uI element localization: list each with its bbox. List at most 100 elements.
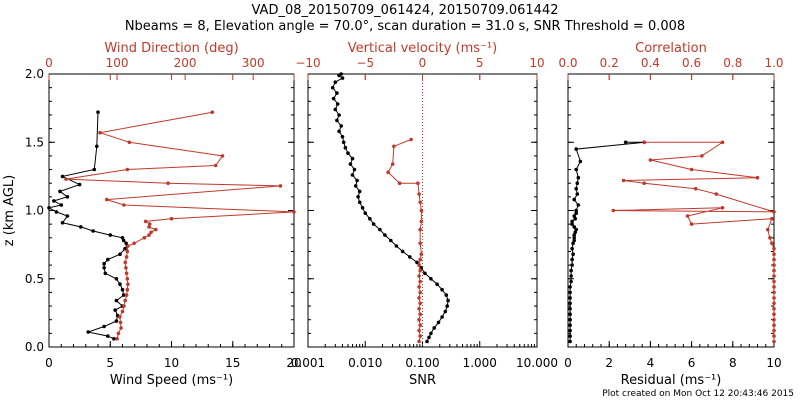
series-line-residual <box>569 141 645 342</box>
data-point-wind-direction <box>124 271 129 276</box>
y-tick-label: 1.5 <box>25 135 44 149</box>
data-point-wind-speed <box>95 144 99 149</box>
data-point-wind-speed <box>114 319 119 323</box>
data-point-wind-speed <box>60 174 65 179</box>
data-point-wind-direction <box>125 277 130 281</box>
data-point-residual <box>572 233 576 237</box>
series-line-vertical-velocity <box>387 139 422 342</box>
y-tick-label: 2.0 <box>25 67 44 81</box>
data-point-correlation <box>772 307 776 311</box>
data-point-wind-direction <box>122 203 126 207</box>
data-point-vertical-velocity <box>419 208 424 213</box>
top-tick-label: 0 <box>45 56 53 70</box>
top-axis-title: Correlation <box>635 41 707 56</box>
data-point-residual <box>573 230 577 235</box>
data-point-residual <box>569 279 573 284</box>
data-point-vertical-velocity <box>418 241 423 246</box>
data-point-wind-speed <box>114 277 119 281</box>
data-point-vertical-velocity <box>418 301 423 306</box>
data-point-wind-direction <box>278 184 283 188</box>
series-line-correlation <box>613 141 775 342</box>
y-axis-title: z (km AGL) <box>2 175 17 246</box>
data-point-wind-speed <box>96 110 100 114</box>
data-point-correlation <box>685 214 690 218</box>
data-point-snr <box>339 72 344 76</box>
data-point-wind-speed <box>103 271 108 276</box>
data-point-vertical-velocity <box>397 181 402 185</box>
data-point-wind-speed <box>91 229 95 233</box>
data-point-snr <box>446 298 450 303</box>
data-point-snr <box>331 96 336 101</box>
data-point-wind-direction <box>127 140 132 145</box>
data-point-correlation <box>772 246 776 251</box>
data-point-residual <box>578 159 583 164</box>
data-point-residual <box>568 307 572 311</box>
data-point-residual <box>571 252 575 256</box>
bottom-tick-label: 6 <box>688 356 696 370</box>
data-point-correlation <box>700 154 704 158</box>
top-axis-title: Wind Direction (deg) <box>104 41 238 56</box>
data-point-snr <box>383 233 387 237</box>
data-point-snr <box>425 339 429 344</box>
data-point-correlation <box>772 312 776 317</box>
data-point-wind-direction <box>143 219 148 224</box>
data-point-snr <box>343 145 348 150</box>
data-point-wind-direction <box>123 298 127 303</box>
series-line-wind-speed <box>47 112 128 340</box>
data-point-snr <box>337 113 341 117</box>
data-point-vertical-velocity <box>419 219 424 224</box>
data-point-residual <box>574 167 578 172</box>
data-point-correlation <box>648 158 653 162</box>
data-point-wind-direction <box>124 293 129 297</box>
data-point-residual <box>568 312 572 317</box>
data-point-residual <box>568 323 572 328</box>
data-point-wind-speed <box>65 214 70 218</box>
bottom-tick-label: 10.000 <box>516 356 558 370</box>
bottom-tick-label: 20 <box>286 356 301 370</box>
data-point-snr <box>346 151 350 155</box>
data-point-wind-direction <box>126 282 130 287</box>
data-point-residual <box>574 147 578 151</box>
data-point-wind-speed <box>121 238 126 243</box>
data-point-wind-speed <box>86 330 90 334</box>
data-point-wind-speed <box>123 246 127 251</box>
data-point-residual <box>572 197 576 202</box>
data-point-correlation <box>720 206 725 210</box>
bottom-tick-label: 10 <box>164 356 179 370</box>
data-point-vertical-velocity <box>417 285 421 289</box>
data-point-snr <box>355 178 359 183</box>
data-point-wind-speed <box>60 221 65 225</box>
data-point-snr <box>436 320 441 325</box>
data-point-vertical-velocity <box>416 181 420 185</box>
data-point-vertical-velocity <box>417 317 421 322</box>
data-point-correlation <box>772 263 776 267</box>
data-point-vertical-velocity <box>418 227 423 232</box>
data-point-correlation <box>772 252 776 256</box>
data-point-residual <box>572 236 576 240</box>
data-point-correlation <box>772 279 776 284</box>
data-point-wind-speed <box>54 210 59 214</box>
data-point-vertical-velocity <box>418 334 423 338</box>
top-tick-label: −10 <box>295 56 320 70</box>
data-point-correlation <box>772 328 776 333</box>
data-point-wind-direction <box>98 130 102 135</box>
data-point-residual <box>568 290 572 295</box>
bottom-tick-label: 0.010 <box>348 356 382 370</box>
data-point-wind-direction <box>149 230 153 235</box>
y-tick-label: 0.0 <box>25 340 44 354</box>
top-tick-label: 0.8 <box>723 56 742 70</box>
bottom-tick-label: 4 <box>647 356 655 370</box>
data-point-snr <box>443 309 448 314</box>
data-point-wind-direction <box>124 266 128 270</box>
data-point-wind-direction <box>147 233 151 237</box>
data-point-wind-speed <box>114 298 119 303</box>
data-point-vertical-velocity <box>417 263 421 267</box>
data-point-wind-direction <box>292 210 296 214</box>
data-point-residual <box>575 181 580 185</box>
data-point-correlation <box>772 285 776 289</box>
data-point-snr <box>337 129 341 134</box>
data-point-wind-speed <box>52 199 56 203</box>
data-point-residual <box>568 285 572 289</box>
figure-title-line1: VAD_08_20150709_061424, 20150709.061442 <box>252 3 559 18</box>
